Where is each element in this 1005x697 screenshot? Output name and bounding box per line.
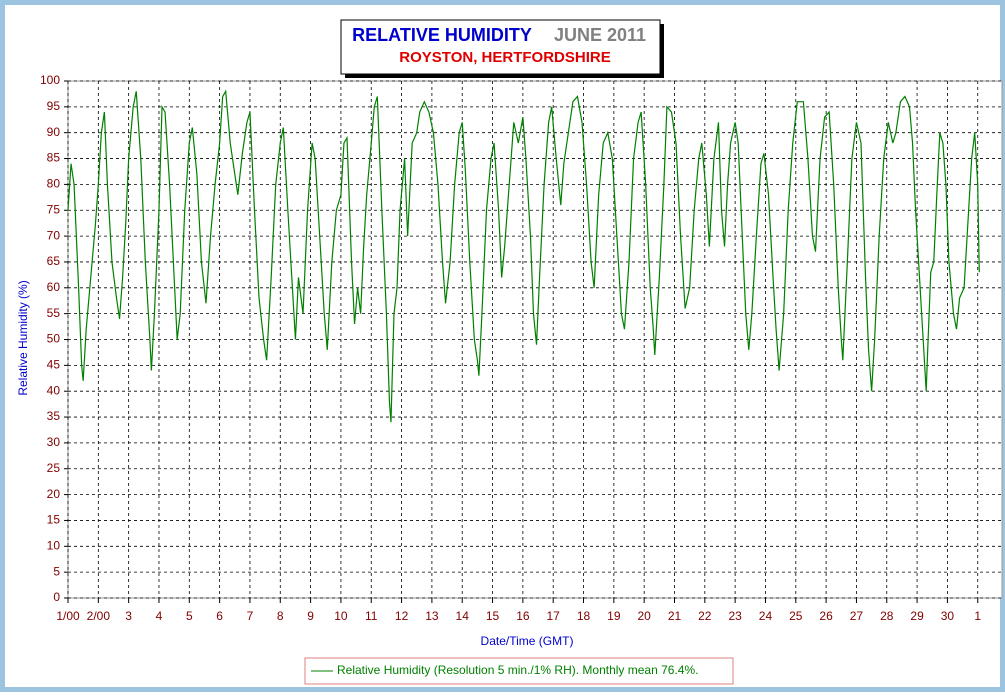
x-tick-label: 6: [216, 609, 223, 623]
x-tick-label: 8: [277, 609, 284, 623]
x-tick-label: 9: [307, 609, 314, 623]
plot-area: [67, 80, 1003, 599]
legend-box: [304, 657, 734, 685]
y-tick-label: 75: [47, 202, 61, 216]
x-tick-label: 25: [789, 609, 803, 623]
x-tick-label: 30: [941, 609, 955, 623]
x-tick-label: 29: [910, 609, 924, 623]
x-tick-label: 16: [516, 609, 530, 623]
y-tick-label: 60: [47, 280, 61, 294]
data-line: [67, 89, 980, 423]
x-tick-label: 1: [974, 609, 981, 623]
y-tick-label: 100: [40, 73, 60, 87]
x-tick-label: 12: [395, 609, 409, 623]
x-tick-label: 23: [728, 609, 742, 623]
y-axis-label: Relative Humidity (%): [16, 280, 30, 395]
chart-subtitle: JUNE 2011: [554, 25, 646, 45]
y-tick-label: 20: [47, 487, 61, 501]
y-tick-label: 65: [47, 254, 61, 268]
chart-title: RELATIVE HUMIDITY: [352, 25, 532, 45]
legend-label: Relative Humidity (Resolution 5 min./1% …: [337, 663, 698, 677]
x-tick-label: 28: [880, 609, 894, 623]
x-tick-label: 22: [698, 609, 712, 623]
x-tick-label: 10: [334, 609, 348, 623]
x-tick-label: 5: [186, 609, 193, 623]
x-tick-label: 13: [425, 609, 439, 623]
y-tick-label: 45: [47, 358, 61, 372]
x-axis-label: Date/Time (GMT): [481, 634, 574, 648]
x-tick-label: 19: [607, 609, 621, 623]
y-tick-label: 35: [47, 409, 61, 423]
x-tick-label: 27: [850, 609, 864, 623]
x-tick-label: 1/00: [56, 609, 80, 623]
x-tick-label: 18: [577, 609, 591, 623]
x-tick-label: 17: [547, 609, 561, 623]
x-tick-label: 24: [759, 609, 773, 623]
title-box: [340, 19, 661, 75]
x-tick-label: 14: [456, 609, 470, 623]
y-tick-label: 85: [47, 151, 61, 165]
y-tick-label: 30: [47, 435, 61, 449]
x-tick-label: 4: [156, 609, 163, 623]
y-tick-label: 55: [47, 306, 61, 320]
y-tick-label: 25: [47, 461, 61, 475]
chart-location: ROYSTON, HERTFORDSHIRE: [399, 49, 610, 66]
x-tick-label: 20: [637, 609, 651, 623]
y-tick-label: 5: [53, 564, 60, 578]
y-tick-label: 90: [47, 125, 61, 139]
y-tick-label: 40: [47, 383, 61, 397]
y-tick-label: 70: [47, 228, 61, 242]
y-tick-label: 80: [47, 177, 61, 191]
y-tick-label: 10: [47, 538, 61, 552]
x-tick-label: 21: [668, 609, 682, 623]
x-tick-label: 7: [247, 609, 254, 623]
x-tick-label: 2/00: [87, 609, 111, 623]
x-tick-label: 3: [125, 609, 132, 623]
y-tick-label: 0: [53, 590, 60, 604]
x-tick-label: 11: [365, 609, 378, 623]
x-tick-label: 15: [486, 609, 500, 623]
y-tick-label: 50: [47, 332, 61, 346]
y-tick-label: 95: [47, 99, 61, 113]
x-tick-label: 26: [819, 609, 833, 623]
y-tick-label: 15: [47, 513, 61, 527]
